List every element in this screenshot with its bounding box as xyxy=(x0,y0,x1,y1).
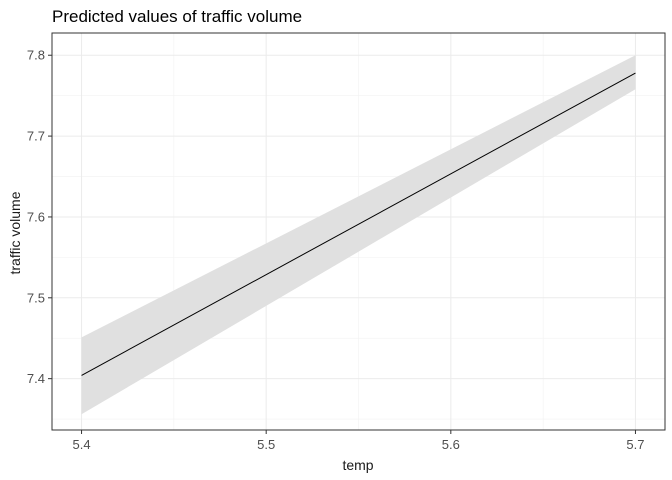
gridlines xyxy=(52,33,665,430)
x-axis-ticks: 5.4 5.5 5.6 5.7 xyxy=(73,430,644,452)
line-layer xyxy=(81,72,636,376)
y-axis-title: traffic volume xyxy=(7,191,23,274)
y-axis-ticks: 7.4 7.5 7.6 7.7 7.8 xyxy=(27,48,52,386)
chart-title: Predicted values of traffic volume xyxy=(52,7,302,26)
y-tick-label: 7.8 xyxy=(27,48,45,63)
y-tick-label: 7.5 xyxy=(27,290,45,305)
y-tick-label: 7.7 xyxy=(27,129,45,144)
x-tick-label: 5.7 xyxy=(626,437,644,452)
x-tick-label: 5.5 xyxy=(257,437,275,452)
y-tick-label: 7.4 xyxy=(27,371,45,386)
confidence-ribbon xyxy=(81,55,636,415)
x-tick-label: 5.4 xyxy=(73,437,91,452)
prediction-line xyxy=(81,72,636,376)
y-tick-label: 7.6 xyxy=(27,209,45,224)
x-tick-label: 5.6 xyxy=(442,437,460,452)
ribbon-layer xyxy=(81,55,636,415)
panel-border xyxy=(51,32,666,431)
x-axis-title: temp xyxy=(342,457,373,473)
